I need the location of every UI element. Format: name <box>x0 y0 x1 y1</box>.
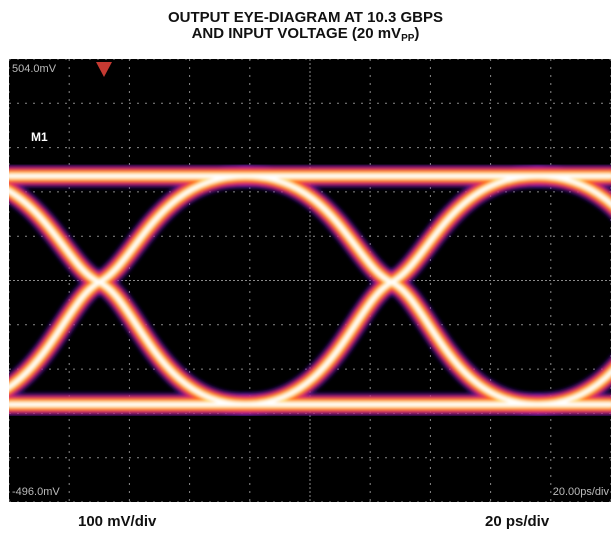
title-pp-subscript: PP <box>401 33 415 44</box>
graticule-grid <box>9 59 611 502</box>
timebase-readout: 20.00ps/div <box>553 486 610 498</box>
eye-trace <box>243 173 540 407</box>
marker-m1-label: M1 <box>31 130 48 144</box>
eye-traces <box>9 163 611 417</box>
bottom-voltage-readout: -496.0mV <box>12 486 60 498</box>
title-line-2-main: AND INPUT VOLTAGE (20 mV <box>191 25 402 42</box>
chart-title-line-2: AND INPUT VOLTAGE (20 mVPP) <box>0 25 611 44</box>
trigger-marker-icon <box>96 62 112 77</box>
oscilloscope-screen: 504.0mV -496.0mV 20.00ps/div M1 <box>9 59 611 502</box>
top-voltage-readout: 504.0mV <box>12 63 57 75</box>
vertical-scale-label: 100 mV/div <box>78 513 157 530</box>
chart-title-line-1: OUTPUT EYE-DIAGRAM AT 10.3 GBPS <box>167 9 444 26</box>
title-line-2-end: ) <box>414 25 420 42</box>
eye-trace <box>535 173 611 207</box>
eye-trace <box>535 369 611 407</box>
horizontal-scale-label: 20 ps/div <box>485 513 550 530</box>
eye-trace <box>9 188 248 407</box>
